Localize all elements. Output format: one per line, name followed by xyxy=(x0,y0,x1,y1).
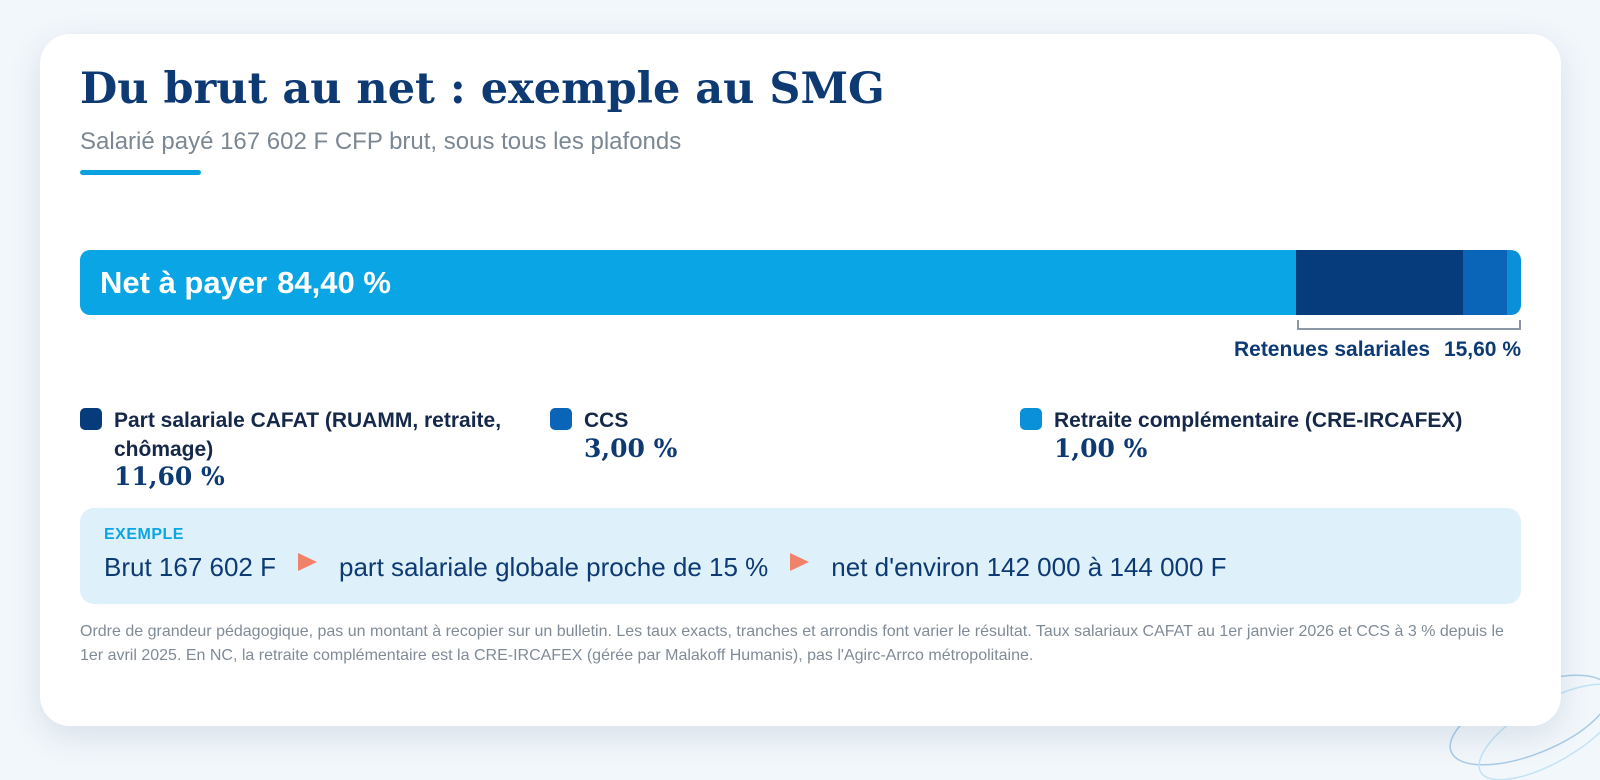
bar-segment-ccs xyxy=(1463,250,1507,315)
example-step-part-salariale: part salariale globale proche de 15 % xyxy=(339,552,769,582)
legend-value-ccs: 3,00 % xyxy=(584,434,678,463)
legend-value-cafat: 11,60 % xyxy=(114,462,225,491)
legend-swatch-cre xyxy=(1020,408,1042,430)
bar-segment-cafat xyxy=(1296,250,1464,315)
example-step-brut: Brut 167 602 F xyxy=(104,552,276,582)
example-box: EXEMPLE Brut 167 602 F part salariale gl… xyxy=(80,508,1521,604)
retenues-bracket xyxy=(1297,320,1521,330)
legend-value-cre: 1,00 % xyxy=(1054,434,1148,463)
retenues-annotation: Retenues salariales 15,60 % xyxy=(1234,338,1521,362)
legend-swatch-cafat xyxy=(80,408,102,430)
retenues-value: 15,60 % xyxy=(1443,338,1521,361)
legend-label-cre: Retraite complémentaire (CRE-IRCAFEX) xyxy=(1054,409,1463,432)
net-label: Net à payer xyxy=(100,264,268,300)
legend-label-ccs: CCS xyxy=(584,409,629,432)
chart-card: Du brut au net : exemple au SMG Salarié … xyxy=(40,34,1561,726)
footnote: Ordre de grandeur pédagogique, pas un mo… xyxy=(80,623,1504,664)
stacked-bar: Net à payer 84,40 % xyxy=(80,250,1521,315)
bar-segment-net: Net à payer 84,40 % xyxy=(80,250,1297,315)
arrow-right-icon xyxy=(298,552,317,571)
legend-swatch-ccs xyxy=(550,408,572,430)
bar-segment-cre-ircafex xyxy=(1506,250,1521,315)
chart-subtitle: Salarié payé 167 602 F CFP brut, sous to… xyxy=(80,128,682,155)
example-tag: EXEMPLE xyxy=(104,526,184,543)
arrow-right-icon xyxy=(790,552,810,571)
title-underline xyxy=(80,170,201,175)
net-value: 84,40 % xyxy=(277,264,391,300)
chart-title: Du brut au net : exemple au SMG xyxy=(80,64,885,114)
retenues-label: Retenues salariales xyxy=(1233,338,1431,361)
example-line: Brut 167 602 F part salariale globale pr… xyxy=(104,552,1227,583)
legend-label-cafat: Part salariale CAFAT (RUAMM, retraite, c… xyxy=(114,409,502,461)
example-step-net: net d'environ 142 000 à 144 000 F xyxy=(831,552,1227,582)
